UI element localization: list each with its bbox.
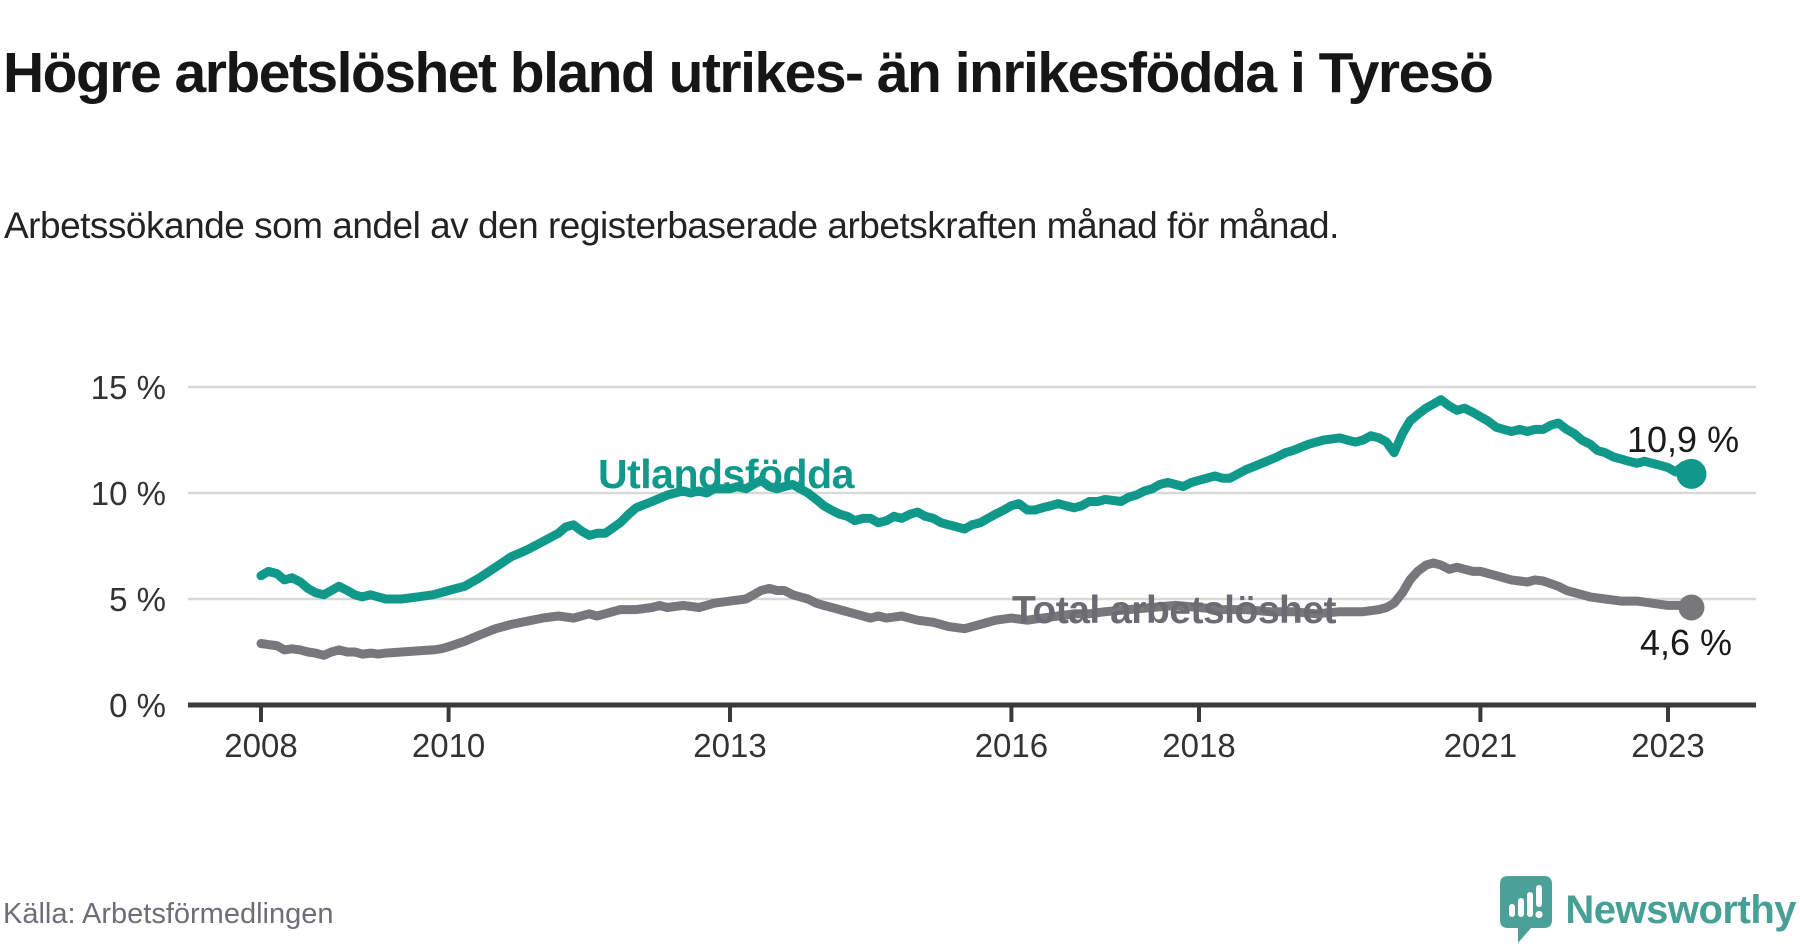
y-axis-label: 0 % [109, 687, 166, 724]
page-title: Högre arbetslöshet bland utrikes- än inr… [3, 41, 1494, 106]
newsworthy-brand: Newsworthy [1500, 876, 1796, 944]
series-label-utlandsfodda: Utlandsfödda [598, 451, 856, 497]
x-axis-label: 2021 [1444, 727, 1517, 764]
x-axis-label: 2018 [1162, 727, 1235, 764]
series-end-dot-total-arbetsloshet [1678, 594, 1705, 621]
y-axis-label: 10 % [91, 475, 166, 512]
newsworthy-logo-icon [1500, 876, 1553, 943]
source-note: Källa: Arbetsförmedlingen [3, 898, 334, 930]
series-end-dot-utlandsfodda [1676, 458, 1707, 489]
chart-subtitle: Arbetssökande som andel av den registerb… [4, 205, 1339, 246]
series-label-total-arbetsloshet: Total arbetslöshet [1012, 589, 1337, 632]
x-axis-label: 2016 [975, 727, 1048, 764]
x-axis-label: 2008 [224, 727, 297, 764]
y-axis-label: 5 % [109, 581, 166, 618]
y-axis-label: 15 % [91, 369, 166, 406]
x-axis-label: 2023 [1631, 727, 1704, 764]
x-axis-label: 2010 [412, 727, 485, 764]
series-line-utlandsfodda [256, 395, 1696, 604]
series-end-value-utlandsfodda: 10,9 % [1627, 419, 1739, 460]
series-end-value-total-arbetsloshet: 4,6 % [1640, 622, 1732, 663]
series-line-total-arbetsloshet [256, 558, 1696, 660]
newsworthy-wordmark: Newsworthy [1565, 887, 1796, 932]
x-axis-label: 2013 [693, 727, 766, 764]
